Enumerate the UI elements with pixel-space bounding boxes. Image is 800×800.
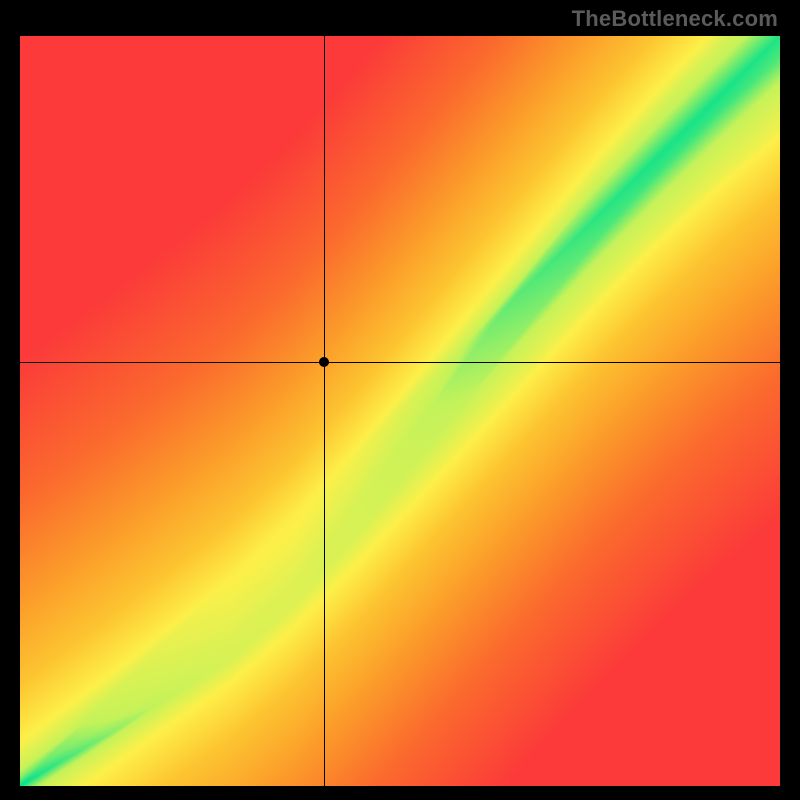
crosshair-vertical: [324, 36, 325, 786]
crosshair-horizontal: [20, 362, 780, 363]
heatmap-canvas: [20, 36, 780, 786]
marker-dot: [319, 357, 329, 367]
heatmap-plot: [20, 36, 780, 786]
chart-frame: TheBottleneck.com: [0, 0, 800, 800]
watermark-text: TheBottleneck.com: [572, 6, 778, 32]
